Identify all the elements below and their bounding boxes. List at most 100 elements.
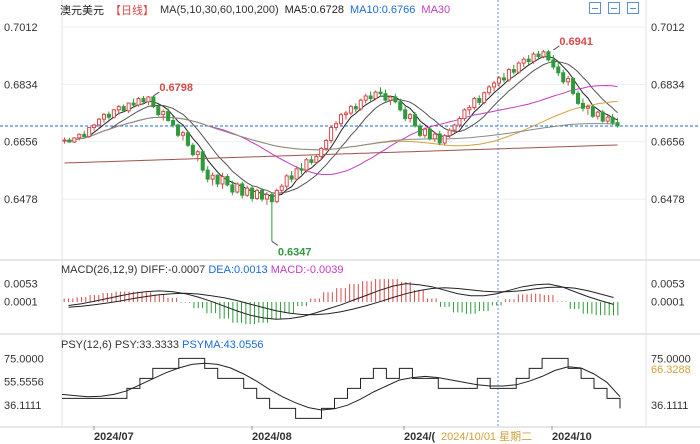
annotation-pointer <box>553 45 560 51</box>
candle-body <box>408 114 413 120</box>
ma30-value: MA30 <box>421 4 451 16</box>
candle-body <box>319 148 324 158</box>
candle-body <box>487 86 492 94</box>
psy-line <box>62 357 621 419</box>
candle-body <box>472 98 477 109</box>
candle-body <box>190 144 195 156</box>
candle-body <box>294 168 299 180</box>
candle-body <box>432 133 437 140</box>
y-tick-left: 0.6834 <box>4 79 38 91</box>
x-tick-label: 2024/10 <box>552 431 592 443</box>
macd-y-tick-left: 0.0001 <box>4 297 38 309</box>
candle-body <box>531 53 536 63</box>
macd-y-tick-right: 0.0001 <box>651 297 685 309</box>
candle-body <box>566 78 571 83</box>
restore-icon[interactable] <box>608 2 620 14</box>
candle-body <box>161 110 166 116</box>
minimize-icon[interactable] <box>589 2 601 14</box>
candle-body <box>289 175 294 180</box>
crosshair-date-label: 2024/10/01 星期二 <box>441 430 532 443</box>
psy-y-tick-left: 75.0000 <box>4 353 44 365</box>
candle-body <box>477 98 482 103</box>
macd-legend: MACD(26,12,9) DIFF:-0.0007 DEA:0.0013 MA… <box>61 264 344 276</box>
candle-body <box>600 111 605 122</box>
psy-y-tick-right: 36.1111 <box>651 400 688 412</box>
candle-body <box>92 124 97 129</box>
candle-body <box>580 102 585 109</box>
candle-body <box>353 106 358 110</box>
candle-body <box>413 114 418 127</box>
ma10-value: MA10:0.6766 <box>349 4 416 16</box>
candle-body <box>240 183 245 196</box>
psyma-value: PSYMA:43.0556 <box>182 339 264 351</box>
candle-body <box>304 159 309 171</box>
candle-body <box>67 139 72 143</box>
candle-body <box>590 106 595 117</box>
candle-body <box>383 93 388 101</box>
candle-body <box>329 127 334 141</box>
macd-y-tick-left: 0.0053 <box>4 279 38 291</box>
macd-y-tick-right: 0.0053 <box>651 279 685 291</box>
annotation-pointer <box>271 240 279 246</box>
candle-body <box>536 53 541 58</box>
candle-body <box>541 51 546 58</box>
candle-body <box>171 119 176 126</box>
period-label[interactable]: 【日线】 <box>110 5 154 17</box>
candle-body <box>309 159 314 163</box>
macd-dea-line <box>68 286 614 316</box>
macd-diff: DIFF:-0.0007 <box>140 264 206 276</box>
price-annotation: 0.6798 <box>159 82 193 94</box>
y-tick-left: 0.6656 <box>4 137 38 149</box>
candle-body <box>126 102 131 112</box>
candle-body <box>393 96 398 103</box>
price-annotation: 0.6347 <box>278 246 312 258</box>
candle-body <box>269 194 274 203</box>
candle-body <box>250 187 255 199</box>
candle-body <box>205 169 210 180</box>
psy-panel <box>61 357 621 419</box>
candle-body <box>403 109 408 120</box>
candle-body <box>131 102 136 106</box>
settings-icon[interactable] <box>627 2 639 14</box>
candle-body <box>185 132 190 146</box>
candle-body <box>585 106 590 109</box>
candle-body <box>299 168 304 171</box>
psy-value: PSY:33.3333 <box>114 339 180 351</box>
panel-tools <box>586 2 639 14</box>
candle-body <box>72 137 77 143</box>
candle-body <box>334 123 339 129</box>
candle-body <box>348 106 353 114</box>
psy-y-tick-left: 36.1111 <box>4 400 41 412</box>
symbol-name: 澳元美元 <box>60 5 104 17</box>
candle-body <box>255 189 260 199</box>
candle-body <box>388 96 393 101</box>
candle-body <box>141 98 146 103</box>
candle-body <box>398 101 403 111</box>
candle-body <box>146 96 151 103</box>
annotation-pointer <box>153 91 160 97</box>
candle-body <box>511 69 516 73</box>
candle-body <box>442 135 447 144</box>
axis-labels: 0.7012 0.7012 0.6834 0.6834 0.6656 0.6656 0.64… <box>4 22 691 443</box>
candle-body <box>462 109 467 120</box>
candle-body <box>87 127 92 138</box>
ma5-value: MA5:0.6728 <box>284 4 344 16</box>
candle-body <box>551 59 556 68</box>
candle-body <box>116 106 121 111</box>
candle-body <box>368 95 373 100</box>
candle-body <box>506 69 511 81</box>
psy-title: PSY(12,6) <box>61 339 112 351</box>
candle-body <box>324 139 329 149</box>
candle-body <box>437 133 442 144</box>
candle-body <box>166 110 171 121</box>
y-tick-right: 0.6478 <box>651 194 685 206</box>
candle-body <box>62 139 67 142</box>
candle-body <box>245 187 250 196</box>
candle-body <box>516 62 521 73</box>
candle-body <box>121 106 126 112</box>
candle-body <box>279 185 284 191</box>
candle-body <box>521 58 526 64</box>
candle-body <box>575 92 581 104</box>
candle-body <box>526 58 531 63</box>
